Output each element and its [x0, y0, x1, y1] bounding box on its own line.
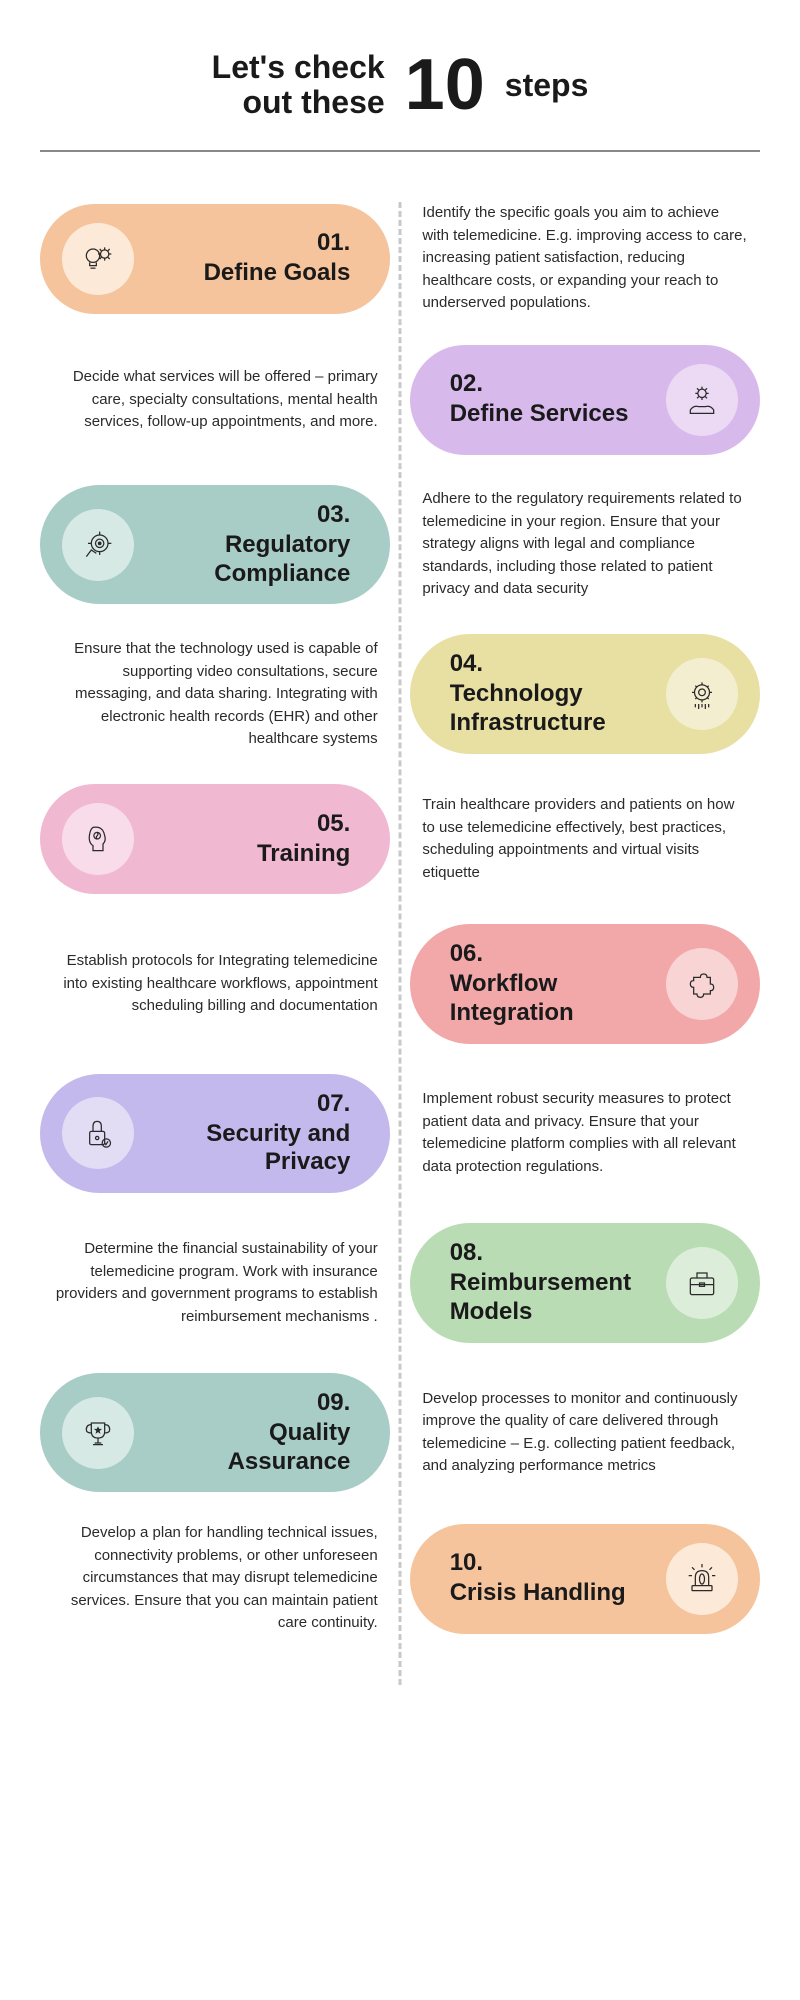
step-description: Implement robust security measures to pr… — [410, 1088, 760, 1178]
step-text: 02.Define Services — [432, 370, 666, 429]
step-text: 05.Training — [134, 810, 368, 869]
step-number: 03. — [152, 501, 350, 529]
step-title: Technology Infrastructure — [450, 680, 648, 738]
step-pill: 04.Technology Infrastructure — [410, 634, 760, 754]
step-number: 01. — [152, 229, 350, 257]
step-text: 10.Crisis Handling — [432, 1549, 666, 1608]
step-row: 07.Security and Privacy Implement robust … — [40, 1074, 760, 1194]
briefcase-icon — [666, 1247, 738, 1319]
step-text: 08.Reimbursement Models — [432, 1239, 666, 1327]
lock-icon — [62, 1097, 134, 1169]
step-title: Training — [152, 840, 350, 869]
step-description: Determine the financial sustainability o… — [40, 1238, 390, 1328]
step-row: 05.Training Train healthcare providers an… — [40, 784, 760, 894]
step-row: Determine the financial sustainability o… — [40, 1223, 760, 1343]
step-number: 09. — [152, 1389, 350, 1417]
step-text: 09.Quality Assurance — [134, 1389, 368, 1477]
lightbulb-gear-icon — [62, 223, 134, 295]
step-description: Establish protocols for Integrating tele… — [40, 950, 390, 1018]
step-pill: 06.Workflow Integration — [410, 924, 760, 1044]
step-description: Train healthcare providers and patients … — [410, 794, 760, 884]
header-line1: Let's check — [212, 50, 385, 85]
step-description: Develop a plan for handling technical is… — [40, 1522, 390, 1635]
puzzle-icon — [666, 948, 738, 1020]
step-description: Decide what services will be offered – p… — [40, 366, 390, 434]
page-header: Let's check out these 10 steps — [40, 50, 760, 120]
header-number: 10 — [405, 53, 485, 118]
step-row: 09.Quality Assurance Develop processes to… — [40, 1373, 760, 1493]
step-row: 03.Regulatory Compliance Adhere to the re… — [40, 485, 760, 605]
step-description: Develop processes to monitor and continu… — [410, 1388, 760, 1478]
header-left: Let's check out these — [212, 50, 385, 120]
divider — [40, 150, 760, 152]
step-description: Identify the specific goals you aim to a… — [410, 202, 760, 315]
step-text: 06.Workflow Integration — [432, 940, 666, 1028]
step-pill: 02.Define Services — [410, 345, 760, 455]
step-number: 10. — [450, 1549, 648, 1577]
hand-gear-icon — [666, 364, 738, 436]
cpu-gear-icon — [666, 658, 738, 730]
step-title: Define Goals — [152, 259, 350, 288]
head-icon — [62, 803, 134, 875]
step-title: Reimbursement Models — [450, 1269, 648, 1327]
step-description: Adhere to the regulatory requirements re… — [410, 488, 760, 601]
step-pill: 07.Security and Privacy — [40, 1074, 390, 1194]
step-text: 04.Technology Infrastructure — [432, 650, 666, 738]
step-row: Establish protocols for Integrating tele… — [40, 924, 760, 1044]
step-pill: 03.Regulatory Compliance — [40, 485, 390, 605]
step-number: 02. — [450, 370, 648, 398]
target-icon — [62, 509, 134, 581]
step-number: 04. — [450, 650, 648, 678]
step-number: 06. — [450, 940, 648, 968]
step-row: Ensure that the technology used is capab… — [40, 634, 760, 754]
siren-icon — [666, 1543, 738, 1615]
step-number: 08. — [450, 1239, 648, 1267]
step-row: Develop a plan for handling technical is… — [40, 1522, 760, 1635]
trophy-icon — [62, 1397, 134, 1469]
step-text: 01.Define Goals — [134, 229, 368, 288]
step-pill: 09.Quality Assurance — [40, 1373, 390, 1493]
step-title: Security and Privacy — [152, 1120, 350, 1178]
step-title: Quality Assurance — [152, 1419, 350, 1477]
steps-container: 01.Define Goals Identify the specific goa… — [40, 202, 760, 1685]
step-title: Regulatory Compliance — [152, 531, 350, 589]
step-row: Decide what services will be offered – p… — [40, 345, 760, 455]
step-text: 07.Security and Privacy — [134, 1090, 368, 1178]
step-number: 05. — [152, 810, 350, 838]
header-suffix: steps — [505, 67, 589, 104]
step-number: 07. — [152, 1090, 350, 1118]
step-text: 03.Regulatory Compliance — [134, 501, 368, 589]
step-title: Workflow Integration — [450, 970, 648, 1028]
step-pill: 08.Reimbursement Models — [410, 1223, 760, 1343]
step-pill: 10.Crisis Handling — [410, 1524, 760, 1634]
step-pill: 05.Training — [40, 784, 390, 894]
step-row: 01.Define Goals Identify the specific goa… — [40, 202, 760, 315]
step-title: Define Services — [450, 400, 648, 429]
step-pill: 01.Define Goals — [40, 204, 390, 314]
step-title: Crisis Handling — [450, 1579, 648, 1608]
header-line2: out these — [212, 85, 385, 120]
step-description: Ensure that the technology used is capab… — [40, 638, 390, 751]
